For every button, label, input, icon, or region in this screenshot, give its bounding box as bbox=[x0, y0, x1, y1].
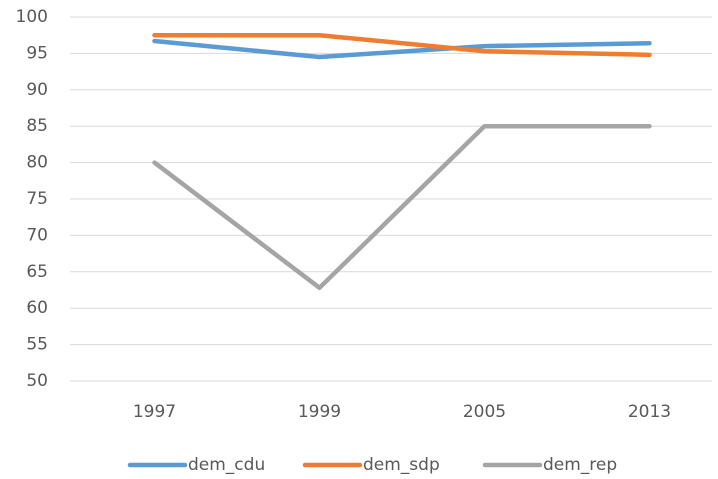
y-tick-label: 50 bbox=[26, 371, 48, 391]
series-line bbox=[152, 32, 652, 58]
series-line bbox=[152, 38, 652, 60]
x-tick-label: 2013 bbox=[628, 402, 671, 422]
y-tick-label: 90 bbox=[26, 80, 48, 100]
y-tick-label: 95 bbox=[26, 43, 48, 63]
legend-label: dem_cdu bbox=[188, 455, 265, 475]
x-tick-label: 1999 bbox=[298, 402, 341, 422]
y-tick-label: 75 bbox=[26, 189, 48, 209]
y-tick-label: 85 bbox=[26, 116, 48, 136]
y-tick-label: 65 bbox=[26, 262, 48, 282]
legend-label: dem_rep bbox=[543, 455, 617, 475]
legend-label: dem_sdp bbox=[363, 455, 440, 475]
y-tick-label: 55 bbox=[26, 335, 48, 355]
y-tick-label: 60 bbox=[26, 298, 48, 318]
x-tick-label: 2005 bbox=[463, 402, 506, 422]
y-tick-label: 100 bbox=[16, 7, 48, 27]
x-tick-label: 1997 bbox=[133, 402, 176, 422]
series-line bbox=[152, 123, 652, 291]
y-tick-label: 80 bbox=[26, 153, 48, 173]
y-tick-label: 70 bbox=[26, 225, 48, 245]
